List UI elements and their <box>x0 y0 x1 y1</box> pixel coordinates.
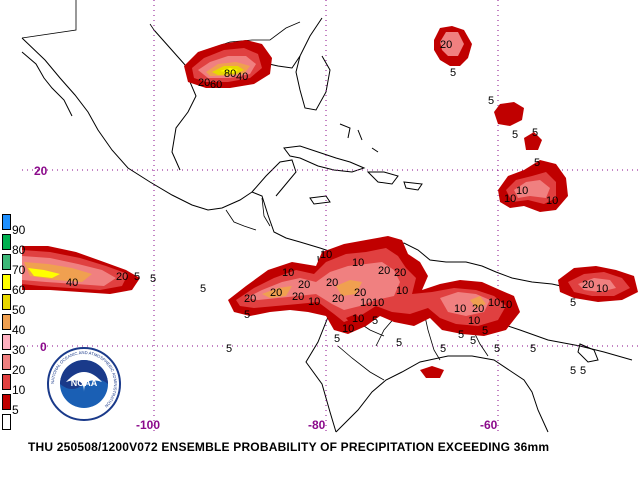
legend-swatch <box>2 414 11 430</box>
lat-label-20: 20 <box>34 164 48 178</box>
legend-label: 5 <box>12 403 19 417</box>
contour-label-20: 20 <box>440 39 452 51</box>
contour-label-5: 5 <box>134 271 140 283</box>
contour-label-5: 5 <box>512 129 518 141</box>
contour-label-5: 5 <box>440 343 446 355</box>
contour-label-10: 10 <box>454 303 466 315</box>
contour-label-10: 10 <box>468 315 480 327</box>
contour-label-10: 10 <box>500 299 512 311</box>
legend-swatch <box>2 274 11 290</box>
contour-label-5: 5 <box>488 95 494 107</box>
legend-swatch <box>2 314 11 330</box>
contour-label-10: 10 <box>352 257 364 269</box>
contour-label-10: 10 <box>546 195 558 207</box>
legend-swatch <box>2 334 11 350</box>
precip-area-central-america-south-america <box>228 236 520 336</box>
coastlines <box>21 17 633 433</box>
legend-label: 40 <box>12 323 26 337</box>
legend-swatch <box>2 394 11 410</box>
contour-label-10: 10 <box>320 249 332 261</box>
lon-label-minus-60: -60 <box>480 418 498 432</box>
legend-label: 90 <box>12 223 26 237</box>
contour-label-5: 5 <box>494 343 500 355</box>
contour-label-80: 80 <box>224 68 236 80</box>
contour-label-5: 5 <box>226 343 232 355</box>
precip-area-gulf <box>184 40 272 88</box>
contour-label-20: 20 <box>116 271 128 283</box>
contour-label-60: 60 <box>210 79 222 91</box>
legend-label: 20 <box>12 363 26 377</box>
contour-label-20: 20 <box>326 277 338 289</box>
contour-label-10: 10 <box>282 267 294 279</box>
contour-label-20: 20 <box>198 77 210 89</box>
map-caption: THU 250508/1200V072 ENSEMBLE PROBABILITY… <box>28 440 550 454</box>
lon-label-minus-100: -100 <box>136 418 161 432</box>
precip-area-pacific <box>22 246 140 294</box>
legend-swatch <box>2 374 11 390</box>
legend-swatch <box>2 354 11 370</box>
contour-label-5: 5 <box>570 297 576 309</box>
contour-label-20: 20 <box>378 265 390 277</box>
contour-label-20: 20 <box>394 267 406 279</box>
contour-label-5: 5 <box>450 67 456 79</box>
lon-label-minus-80: -80 <box>308 418 326 432</box>
contour-label-10: 10 <box>596 283 608 295</box>
lat-lon-grid <box>22 0 640 432</box>
contour-label-5: 5 <box>470 335 476 347</box>
precip-area-atlantic-east <box>498 160 568 212</box>
contour-label-5: 5 <box>532 127 538 139</box>
legend-label: 70 <box>12 263 26 277</box>
contour-label-5: 5 <box>372 315 378 327</box>
lat-label-0: 0 <box>40 340 47 354</box>
contour-label-5: 5 <box>244 309 250 321</box>
contour-label-5: 5 <box>200 283 206 295</box>
contour-label-20: 20 <box>244 293 256 305</box>
contour-label-20: 20 <box>270 287 282 299</box>
legend-label: 80 <box>12 243 26 257</box>
legend-label: 60 <box>12 283 26 297</box>
legend-label: 10 <box>12 383 26 397</box>
legend-swatch <box>2 234 11 250</box>
contour-label-10: 10 <box>504 193 516 205</box>
contour-label-5: 5 <box>458 329 464 341</box>
contour-label-5: 5 <box>534 157 540 169</box>
contour-label-5: 5 <box>580 365 586 377</box>
contour-label-5: 5 <box>150 273 156 285</box>
legend-swatch <box>2 294 11 310</box>
contour-label-10: 10 <box>488 297 500 309</box>
contour-label-5: 5 <box>334 333 340 345</box>
contour-label-20: 20 <box>354 287 366 299</box>
contour-label-40: 40 <box>66 277 78 289</box>
legend-label: 30 <box>12 343 26 357</box>
contour-label-5: 5 <box>530 343 536 355</box>
legend-label: 50 <box>12 303 26 317</box>
precip-area-small-cells <box>346 314 444 378</box>
contour-label-20: 20 <box>332 293 344 305</box>
contour-label-5: 5 <box>482 325 488 337</box>
legend-swatch <box>2 254 11 270</box>
contour-label-10: 10 <box>352 313 364 325</box>
contour-label-10: 10 <box>372 297 384 309</box>
contour-label-10: 10 <box>516 185 528 197</box>
contour-label-10: 10 <box>308 296 320 308</box>
contour-label-40: 40 <box>236 71 248 83</box>
contour-label-5: 5 <box>396 337 402 349</box>
contour-label-5: 5 <box>570 365 576 377</box>
legend-swatch <box>2 214 11 230</box>
contour-labels: 80 60 20 40 20 5 5 5 5 5 10 10 10 40 20 … <box>66 39 608 377</box>
contour-label-10: 10 <box>396 285 408 297</box>
precip-area-atlantic-north <box>434 26 542 150</box>
contour-label-20: 20 <box>582 279 594 291</box>
contour-label-10: 10 <box>360 297 372 309</box>
contour-label-20: 20 <box>298 279 310 291</box>
contour-label-20: 20 <box>292 291 304 303</box>
contour-label-10: 10 <box>342 323 354 335</box>
precip-area-atlantic-equatorial <box>558 266 638 302</box>
contour-label-20: 20 <box>472 303 484 315</box>
